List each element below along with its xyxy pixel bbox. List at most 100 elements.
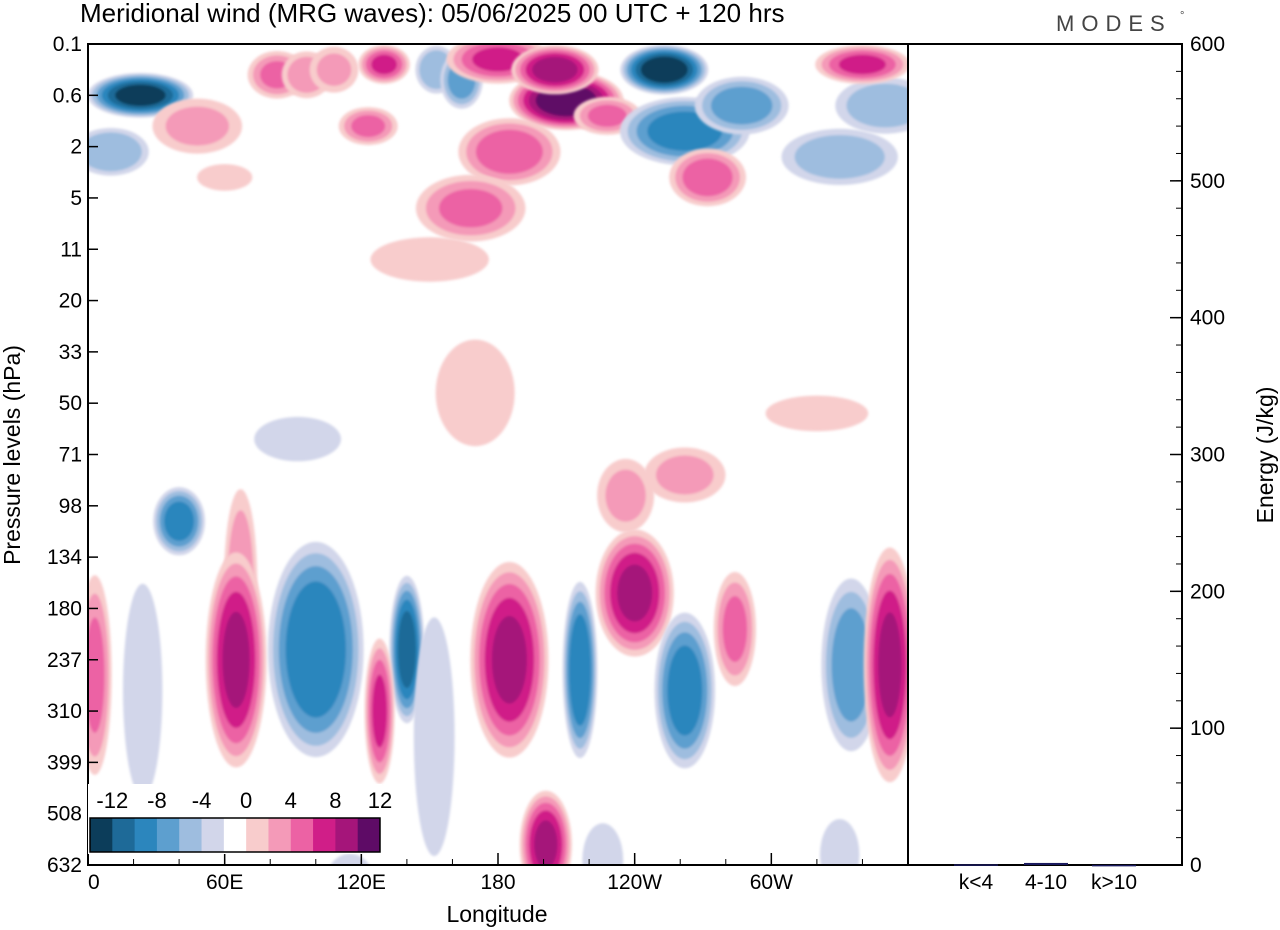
wind-feature-16 xyxy=(511,45,599,95)
x-tick-label: 120W xyxy=(607,871,662,894)
wind-contour xyxy=(370,237,489,282)
energy-bars xyxy=(954,862,1136,867)
wind-contour xyxy=(831,608,871,722)
energy-plot-frame xyxy=(907,43,1183,866)
wind-contour xyxy=(647,60,681,80)
x-tick-label: 120E xyxy=(337,871,386,894)
wind-contour xyxy=(534,820,558,865)
chart-title: Meridional wind (MRG waves): 05/06/2025 … xyxy=(80,0,785,28)
wind-feature-49 xyxy=(820,819,860,865)
wind-feature-12 xyxy=(458,118,561,186)
colorbar-cell xyxy=(357,818,381,852)
wind-contour xyxy=(475,129,543,174)
x-tick-label: 60W xyxy=(750,871,793,894)
wind-feature-35 xyxy=(470,562,549,758)
energy-bar-1 xyxy=(1024,862,1068,865)
y-tick-label: 33 xyxy=(59,341,82,364)
wind-feature-1 xyxy=(88,128,149,176)
y-tick-label: 98 xyxy=(59,495,82,518)
wind-feature-3 xyxy=(197,164,253,191)
modes-logo: MODES ° xyxy=(1056,10,1184,36)
y-tick-label: 632 xyxy=(47,854,82,877)
wind-feature-45 xyxy=(123,583,163,798)
y-tick-label: 399 xyxy=(47,751,82,774)
wind-feature-19 xyxy=(620,97,750,166)
wind-contour xyxy=(115,84,166,107)
wind-feature-2 xyxy=(152,98,243,154)
wind-feature-21 xyxy=(669,148,746,207)
wind-contour xyxy=(419,652,449,822)
wind-feature-13 xyxy=(415,174,526,242)
wind-contour xyxy=(765,395,869,432)
colorbar-legend: -12 -8 -4 0 4 8 12 xyxy=(88,784,392,854)
y-tick-label: 508 xyxy=(47,803,82,826)
colorbar-label: -12 xyxy=(96,788,128,813)
wind-feature-25 xyxy=(435,339,515,447)
wind-contour xyxy=(532,56,578,83)
y-tick-label: 5 xyxy=(70,187,82,210)
energy-tick-label: 600 xyxy=(1190,33,1225,56)
colorbar-label: 8 xyxy=(329,788,341,813)
energy-tick-label: 400 xyxy=(1190,307,1225,330)
wind-feature-22 xyxy=(781,128,898,185)
y-tick-label: 180 xyxy=(47,597,82,620)
energy-axis-label: Energy (J/kg) xyxy=(1252,387,1278,524)
wind-contour xyxy=(667,645,703,736)
wind-contour xyxy=(820,819,860,865)
wind-contour xyxy=(722,596,748,662)
wind-contour xyxy=(588,833,618,865)
longitude-axis: 0 60E 120E 180 120W 60W xyxy=(87,853,909,894)
colorbar-cell xyxy=(201,818,225,852)
wind-contour xyxy=(794,135,885,179)
wind-feature-7 xyxy=(358,45,410,84)
energy-axis: 0 100 200 300 400 500 600 xyxy=(1170,33,1225,877)
colorbar-label: 12 xyxy=(368,788,392,813)
wind-feature-6 xyxy=(309,46,359,93)
colorbar-label: 0 xyxy=(240,788,252,813)
y-tick-label: 0.1 xyxy=(53,33,82,56)
energy-tick-label: 100 xyxy=(1190,717,1225,740)
wind-contour xyxy=(587,104,627,127)
wind-contour-field xyxy=(88,44,908,865)
wind-contour xyxy=(878,612,902,718)
wind-feature-20 xyxy=(694,76,789,135)
colorbar-cell xyxy=(134,818,158,852)
wind-feature-34 xyxy=(413,617,455,856)
wind-feature-27 xyxy=(765,395,869,432)
wind-contour xyxy=(222,611,250,708)
wind-contour xyxy=(316,53,352,86)
wind-feature-46 xyxy=(519,790,572,865)
y-tick-label: 20 xyxy=(59,290,82,313)
wind-contour xyxy=(197,164,253,191)
wind-contour xyxy=(372,674,388,748)
colorbar-frame xyxy=(89,817,381,853)
wind-contour xyxy=(439,189,503,228)
colorbar-cell xyxy=(223,818,247,852)
wind-contour xyxy=(617,564,653,622)
colorbar-cell xyxy=(156,818,180,852)
wind-feature-37 xyxy=(595,529,674,657)
colorbar-cell xyxy=(290,818,314,852)
colorbar-label: -4 xyxy=(192,788,212,813)
wind-feature-28 xyxy=(153,487,206,556)
wind-contour xyxy=(164,501,195,541)
y-tick-label: 310 xyxy=(47,700,82,723)
y-tick-label: 237 xyxy=(47,649,82,672)
wind-contour xyxy=(294,601,338,698)
colorbar-cell xyxy=(112,818,136,852)
wind-feature-38 xyxy=(597,458,655,533)
wind-feature-24 xyxy=(815,45,908,84)
wind-feature-44 xyxy=(88,575,112,775)
x-axis-label: Longitude xyxy=(446,901,547,927)
colorbar-cell xyxy=(268,818,292,852)
energy-tick-label: 300 xyxy=(1190,444,1225,467)
energy-category-label: k<4 xyxy=(959,871,994,894)
wind-feature-48 xyxy=(330,853,370,865)
colorbar-cell xyxy=(313,818,336,852)
wind-contour xyxy=(682,158,733,197)
wind-feature-39 xyxy=(644,447,726,503)
energy-category-label: 4-10 xyxy=(1025,871,1067,894)
colorbar-label: -8 xyxy=(147,788,167,813)
energy-tick-label: 500 xyxy=(1190,170,1225,193)
